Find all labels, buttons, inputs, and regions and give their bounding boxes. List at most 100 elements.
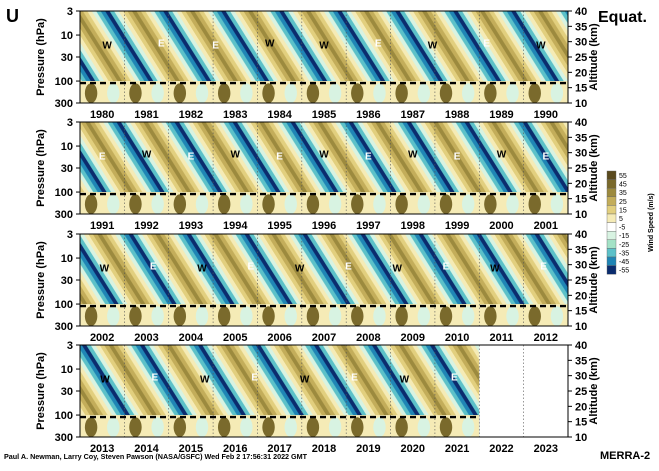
phase-label-westerly: W [100,374,110,385]
colorbar-swatch [606,179,617,189]
year-label: 2012 [534,332,558,344]
phase-label-easterly: E [351,373,358,384]
phase-label-easterly: E [152,373,159,384]
colorbar-tick-label: -45 [619,259,629,266]
colorbar-tick-label: 5 [619,216,623,223]
tropo-blob [328,194,342,215]
pressure-tick-label: 100 [55,187,73,199]
y-axis-label-left: Pressure (hPa) [35,352,47,430]
year-label: 1999 [445,220,469,232]
year-label: 2004 [179,332,204,344]
year-label: 1981 [134,109,158,121]
colorbar-tick-label: 45 [619,182,627,189]
region-title: Equat. [598,9,647,26]
year-label: 1984 [267,109,292,121]
tropo-blob [417,83,431,103]
altitude-tick-label: 25 [575,386,587,398]
tropo-blob [284,194,297,215]
altitude-tick-label: 25 [575,275,587,287]
tropo-blob [84,194,98,215]
year-label: 1980 [90,109,114,121]
pressure-tick-label: 30 [61,163,73,175]
altitude-tick-label: 30 [575,37,587,49]
phase-label-westerly: W [428,40,438,51]
colorbar-tick-label: -35 [619,250,629,257]
tropo-blob [373,417,386,437]
tropo-blob [528,83,541,103]
colorbar-swatch [606,187,617,197]
year-label: 2018 [312,443,336,455]
phase-label-easterly: E [247,262,254,273]
tropo-blob [284,417,297,437]
tropo-blob [129,83,142,103]
phase-label-westerly: W [408,150,418,161]
phase-label-westerly: W [497,150,507,161]
y-axis-label-right: Altitude (km) [588,134,600,202]
phase-label-easterly: E [99,151,106,162]
tropo-blob [195,194,209,215]
year-label: 2005 [223,332,247,344]
colorbar-swatch [606,213,617,223]
phase-label-easterly: E [251,373,258,384]
tropo-blob [262,306,275,326]
tropo-blob [240,194,253,215]
altitude-tick-label: 40 [575,117,587,129]
altitude-tick-label: 15 [575,83,587,95]
colorbar-tick-label: 55 [619,173,627,180]
tropo-blob [195,83,209,103]
phase-label-westerly: W [392,263,402,274]
year-label: 2022 [489,443,513,455]
tropo-blob [240,306,253,326]
tropo-blob [351,194,364,215]
pressure-tick-label: 3 [67,6,73,18]
phase-label-easterly: E [375,39,382,50]
phase-label-westerly: W [100,263,110,274]
altitude-tick-label: 20 [575,178,587,190]
tropo-blob [151,83,164,103]
altitude-tick-label: 35 [575,21,587,33]
year-label: 2001 [534,220,558,232]
pressure-tick-label: 30 [61,386,73,398]
colorbar-tick-label: -55 [619,268,629,275]
colorbar-swatch [606,205,617,215]
phase-label-westerly: W [102,40,112,51]
colorbar-label: Wind Speed (m/s) [648,193,655,252]
tropo-blob [173,83,187,103]
tropo-blob [351,83,364,103]
tropo-blob [461,306,475,326]
year-label: 2015 [179,443,203,455]
tropo-blob [373,194,386,215]
tropo-blob [240,83,253,103]
year-label: 2003 [134,332,158,344]
tropo-blob [217,306,231,326]
phase-label-westerly: W [265,39,275,50]
tropo-blob [417,417,431,437]
year-label: 1985 [312,109,336,121]
pressure-tick-label: 300 [55,209,73,221]
colorbar-swatch [606,222,617,232]
tropo-blob [328,306,342,326]
pressure-tick-label: 3 [67,340,73,352]
tropo-blob [395,306,408,326]
phase-label-westerly: W [536,40,546,51]
tropo-blob [417,194,431,215]
phase-label-easterly: E [158,39,165,50]
tropo-blob [328,83,342,103]
phase-label-easterly: E [542,151,549,162]
tropo-blob [528,306,541,326]
tropo-blob [395,417,408,437]
year-label: 2010 [445,332,469,344]
pressure-tick-label: 300 [55,98,73,110]
tropo-blob [351,417,364,437]
y-axis-label-left: Pressure (hPa) [35,241,47,319]
tropo-blob [173,417,187,437]
tropo-blob [461,83,475,103]
y-axis-label-right: Altitude (km) [588,357,600,425]
year-label: 2019 [356,443,380,455]
altitude-tick-label: 35 [575,355,587,367]
